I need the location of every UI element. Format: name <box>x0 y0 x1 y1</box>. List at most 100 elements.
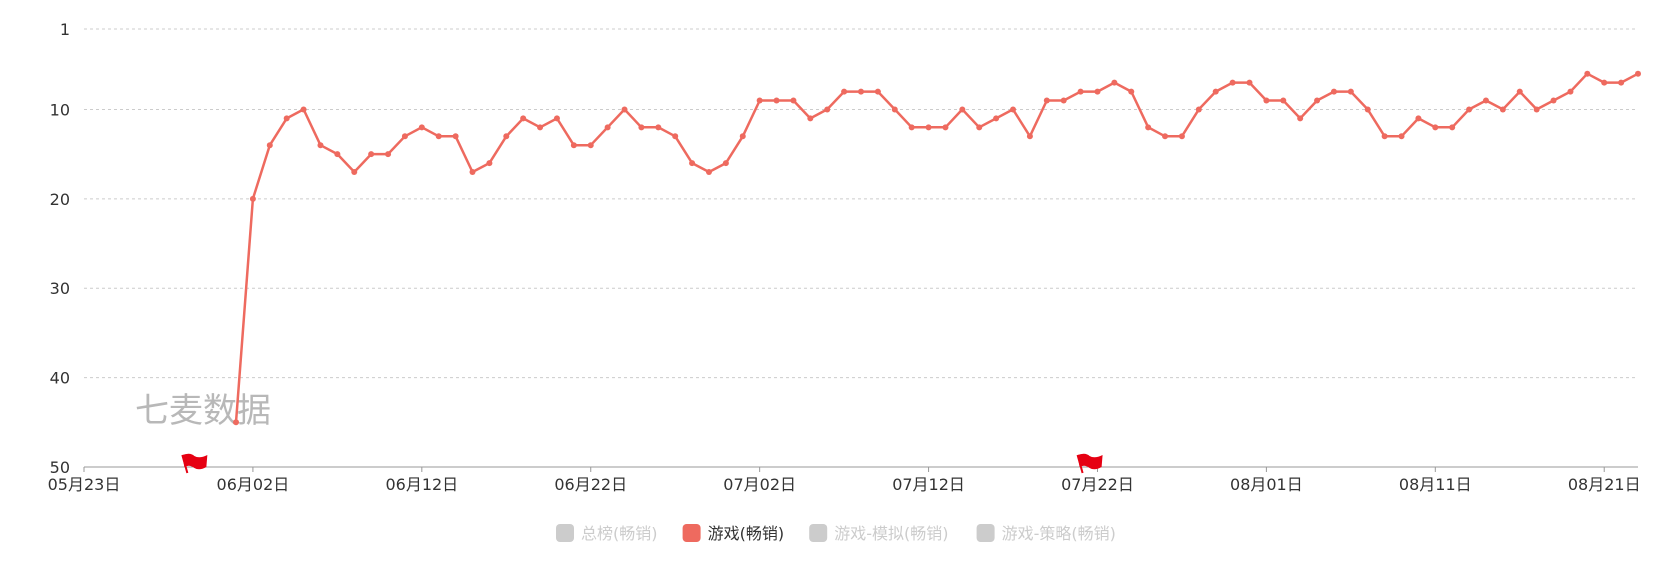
data-point <box>1347 88 1354 95</box>
data-point <box>520 115 527 122</box>
data-point <box>722 160 729 167</box>
data-point <box>1381 133 1388 140</box>
data-point <box>1432 124 1439 131</box>
grid-layer <box>84 28 1638 379</box>
data-point <box>1482 97 1489 104</box>
flag-icon <box>181 453 208 474</box>
data-point <box>1010 106 1017 113</box>
data-point <box>553 115 560 122</box>
data-point <box>908 124 915 131</box>
data-point <box>503 133 510 140</box>
data-point <box>1162 133 1169 140</box>
flag-cloth <box>182 453 208 470</box>
data-point <box>1111 79 1118 86</box>
data-point <box>1466 106 1473 113</box>
legend-item[interactable]: 游戏-模拟(畅销) <box>809 524 948 543</box>
legend-label: 游戏-策略(畅销) <box>1002 524 1116 543</box>
data-point <box>824 106 831 113</box>
data-point <box>891 106 898 113</box>
data-point <box>1263 97 1270 104</box>
data-point <box>807 115 814 122</box>
data-point <box>1398 133 1405 140</box>
data-point <box>300 106 307 113</box>
legend-item[interactable]: 游戏-策略(畅销) <box>976 524 1116 543</box>
data-point <box>841 88 848 95</box>
y-tick-label: 40 <box>50 369 70 388</box>
y-tick-label: 20 <box>50 190 70 209</box>
flag-icon <box>1076 453 1103 474</box>
x-tick-label: 05月23日 <box>48 475 121 494</box>
data-point <box>1635 70 1641 77</box>
data-point <box>283 115 290 122</box>
data-point <box>1145 124 1152 131</box>
data-point <box>1499 106 1506 113</box>
data-point <box>1195 106 1202 113</box>
data-point <box>756 97 763 104</box>
x-tick-label: 07月12日 <box>892 475 965 494</box>
legend-swatch <box>682 524 701 542</box>
data-point <box>1128 88 1135 95</box>
legend-item[interactable]: 总榜(畅销) <box>556 524 658 543</box>
data-point <box>621 106 628 113</box>
data-point <box>705 169 712 176</box>
legend-label: 总榜(畅销) <box>581 524 658 543</box>
y-tick-label: 1 <box>60 20 70 39</box>
data-point <box>435 133 442 140</box>
data-point <box>1280 97 1287 104</box>
legend-swatch <box>556 524 574 542</box>
legend-item[interactable]: 游戏(畅销) <box>682 524 785 543</box>
y-axis: 1 10 20 30 40 50 <box>50 20 70 477</box>
data-point <box>233 419 240 426</box>
data-point <box>790 97 797 104</box>
x-tick-label: 07月02日 <box>723 475 796 494</box>
data-point <box>368 151 375 158</box>
data-point <box>469 169 476 176</box>
data-point <box>266 142 273 149</box>
data-point <box>604 124 611 131</box>
data-point <box>1229 79 1236 86</box>
legend: 总榜(畅销) 游戏(畅销) 游戏-模拟(畅销) 游戏-策略(畅销) <box>556 524 1116 543</box>
data-point <box>1618 79 1625 86</box>
data-point <box>418 124 425 131</box>
data-point <box>672 133 679 140</box>
data-point <box>1026 133 1033 140</box>
data-point <box>1584 70 1591 77</box>
data-point <box>486 160 493 167</box>
data-point <box>1567 88 1574 95</box>
y-tick-label: 10 <box>50 100 70 119</box>
data-point <box>1314 97 1321 104</box>
data-point <box>874 88 881 95</box>
data-point <box>334 151 341 158</box>
data-point <box>570 142 577 149</box>
x-tick-label: 08月01日 <box>1230 475 1303 494</box>
legend-label: 游戏(畅销) <box>708 524 785 543</box>
data-point <box>1060 97 1067 104</box>
flag-cloth <box>1077 453 1103 470</box>
x-tick-label: 07月22日 <box>1061 475 1134 494</box>
legend-swatch <box>809 524 828 542</box>
series-line <box>234 72 1639 423</box>
data-point <box>385 151 392 158</box>
data-point <box>1601 79 1608 86</box>
data-point <box>1330 88 1337 95</box>
y-tick-label: 50 <box>50 458 70 477</box>
data-point <box>1043 97 1050 104</box>
data-point <box>537 124 544 131</box>
x-tick-label: 06月22日 <box>554 475 627 494</box>
y-tick-label: 30 <box>50 279 70 298</box>
data-point <box>1246 79 1253 86</box>
data-point <box>1533 106 1540 113</box>
data-point <box>976 124 983 131</box>
data-point <box>858 88 864 95</box>
data-point <box>689 160 696 167</box>
data-point <box>452 133 459 140</box>
data-point <box>1297 115 1304 122</box>
x-tick-label: 06月12日 <box>385 475 458 494</box>
x-axis: 05月23日 06月02日 06月12日 06月22日 07月02日 07月12日 07月2… <box>48 466 1641 494</box>
x-tick-label: 08月11日 <box>1399 475 1472 494</box>
data-point <box>1178 133 1185 140</box>
data-point <box>401 133 408 140</box>
data-point <box>638 124 645 131</box>
